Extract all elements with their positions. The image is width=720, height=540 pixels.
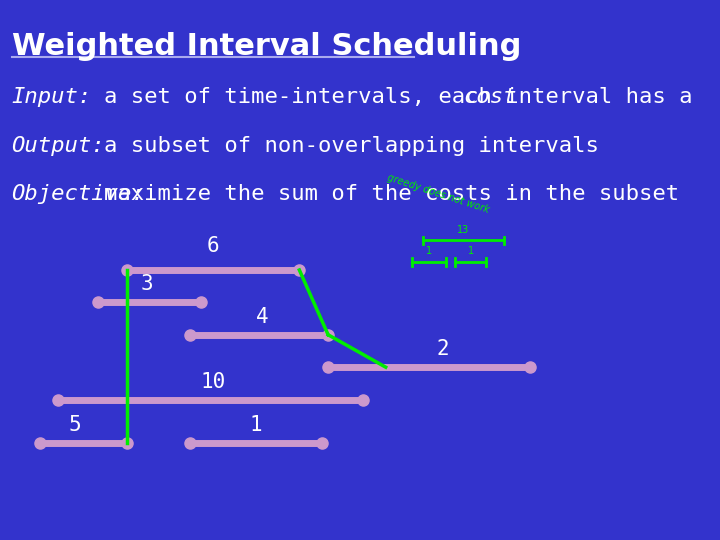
Text: maximize the sum of the costs in the subset: maximize the sum of the costs in the sub…	[104, 184, 679, 205]
Text: 5: 5	[68, 415, 81, 435]
Text: a set of time-intervals, each interval has a: a set of time-intervals, each interval h…	[104, 87, 706, 107]
Text: 4: 4	[256, 307, 269, 327]
Text: 10: 10	[200, 372, 225, 392]
Text: 13: 13	[457, 225, 469, 235]
Text: 1: 1	[426, 246, 432, 256]
Text: 1: 1	[250, 415, 263, 435]
Text: cost: cost	[464, 87, 517, 107]
Text: Input:: Input:	[12, 87, 91, 107]
Text: Output:: Output:	[12, 136, 105, 156]
Text: 2: 2	[437, 339, 449, 359]
Text: 1: 1	[468, 246, 474, 256]
Text: Objective:: Objective:	[12, 184, 145, 205]
Text: a subset of non-overlapping intervals: a subset of non-overlapping intervals	[104, 136, 598, 156]
Text: 6: 6	[207, 237, 220, 256]
Text: 3: 3	[140, 274, 153, 294]
Text: Weighted Interval Scheduling: Weighted Interval Scheduling	[12, 32, 521, 62]
Text: greedy does not work: greedy does not work	[386, 173, 490, 215]
